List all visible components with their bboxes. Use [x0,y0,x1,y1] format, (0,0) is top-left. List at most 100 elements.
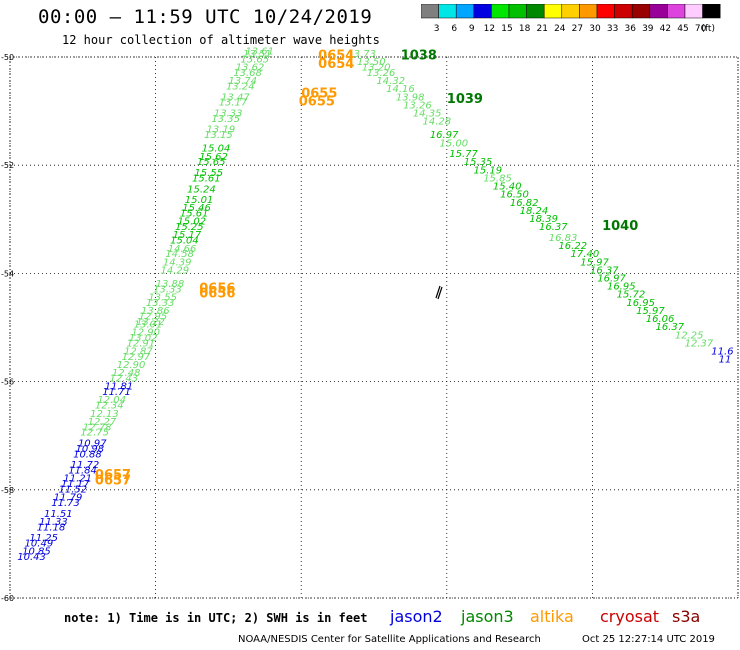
colorbar-tick-label: 15 [501,24,512,34]
lon-tick-label: 150 [2,604,17,605]
wave-height-label: 16.83 [549,233,578,244]
page-subtitle: 12 hour collection of altimeter wave hei… [62,33,380,47]
wave-height-label: 14.32 [376,76,405,87]
wave-height-label: 13.51 [243,49,272,60]
wave-height-label: 11.79 [54,493,83,504]
wave-height-label: 13.33 [146,298,175,309]
wave-height-label: 18.39 [529,214,558,225]
wave-height-label: 16.06 [646,314,675,325]
wave-height-label: 18.24 [520,206,549,217]
pass-time-label: 0656 [199,281,235,296]
wave-height-label: 13.33 [214,109,243,120]
wave-height-label: 13.65 [241,54,270,65]
wave-height-label: 12.04 [97,395,126,406]
wave-height-label: 12.27 [88,417,117,428]
lat-tick-label: -60 [1,594,14,603]
wave-height-label: 13.55 [148,292,177,303]
lon-tick-label: 159 [439,604,454,605]
pass-time-label: 0654 [318,49,354,64]
wave-height-label: 15.97 [636,306,665,317]
wave-height-label: 11.52 [59,485,88,496]
wave-height-label: 12.90 [131,328,160,339]
lon-tick-label: 162 [585,604,600,605]
wave-height-label: 10.88 [73,449,102,460]
wave-height-label: 13.26 [403,100,432,111]
wave-height-label: 15.40 [493,182,522,193]
wave-height-label: 15.72 [617,290,646,301]
wave-height-label: 11 [719,355,732,366]
legend-jason2: jason2 [390,607,443,626]
wave-height-label: 14.29 [160,265,189,276]
lat-tick-label: -56 [1,378,14,387]
colorbar-unit-label: (ft) [701,24,715,34]
wave-height-label: 15.24 [187,184,216,195]
wave-height-label: 14.66 [168,244,197,255]
lon-tick-label: 156 [294,604,309,605]
colorbar-tick-label: 9 [469,24,475,34]
wave-height-label: 13.73 [347,49,376,60]
wave-height-label: 13.24 [226,81,255,92]
wave-height-label: 13.74 [228,76,257,87]
wave-height-label: 12.37 [685,338,714,349]
wave-height-label: 13.20 [362,63,391,74]
wave-height-label: 13.50 [357,57,386,68]
wave-height-label: 12.25 [675,330,704,341]
legend-altika: altika [530,607,574,626]
wave-height-label: 15.00 [440,138,469,149]
wave-height-label: 15.02 [177,217,206,228]
map-frame [9,56,739,599]
wave-height-label: 12.91 [126,338,155,349]
colorbar-tick-label: 33 [607,24,618,34]
wave-height-label: 15.65 [197,157,226,168]
wave-height-label: 16.50 [500,190,529,201]
colorbar-tick-label: 42 [660,24,671,34]
wave-height-label: 12.78 [83,422,112,433]
lon-tick-label: 165 [730,604,740,605]
wave-height-label: 16.37 [539,222,568,233]
wave-height-label: 11.51 [44,509,73,520]
wave-height-label: 13.01 [134,320,163,331]
wave-height-label: 12.43 [109,374,138,385]
pass-time-label: 0655 [299,95,335,110]
pass-time-label: 0657 [95,468,131,483]
colorbar-tick-label: 21 [536,24,547,34]
wave-height-label: 13.17 [219,98,248,109]
wave-height-label: 15.97 [580,257,609,268]
wave-height-label: 13.61 [245,46,274,57]
wave-height-label: 11.72 [71,460,100,471]
wave-height-label: 14.16 [386,84,415,95]
colorbar-tick-label: 12 [484,24,495,34]
wave-height-colorbar: 3 6 9 12 15 18 21 24 27 30 33 36 39 42 45 70(ft) [421,4,721,34]
wave-height-label: 16.82 [510,198,539,209]
wave-height-label: 10.98 [76,444,105,455]
wave-height-label: 16.37 [655,322,684,333]
wave-height-label: 13.68 [233,68,262,79]
wave-height-label: 11.81 [105,382,134,393]
legend-s3a: s3a [672,607,701,626]
wave-height-label: 14.28 [423,117,452,128]
colorbar-tick-label: 27 [572,24,583,34]
wave-height-label: 12.34 [95,401,124,412]
wave-height-label: 15.62 [199,152,228,163]
wave-height-label: 15.17 [173,230,202,241]
colorbar-tick-label: 36 [624,24,636,34]
lat-tick-label: -58 [1,486,14,495]
wave-height-label: 11.84 [68,466,97,477]
wave-height-label: 13.88 [156,279,185,290]
wave-height-label: 15.04 [170,236,199,247]
wave-height-label: 15.61 [192,173,221,184]
wave-height-label: 15.01 [185,195,214,206]
wave-height-label: 16.97 [430,130,459,141]
colorbar-tick-label: 70 [695,24,707,34]
wave-height-label: 14.35 [413,109,442,120]
lat-tick-label: -52 [1,161,14,170]
island-outline [435,285,443,300]
wave-height-label: 11.71 [102,387,131,398]
wave-height-label: 13.62 [236,63,265,74]
wave-height-label: 10.97 [78,439,107,450]
wave-height-label: 14.58 [165,249,194,260]
map-plot: 150 153 156 159 162 165 -50 -52 -54 -56 -58 -60 10.4… [1,46,740,605]
colorbar-tick-label: 30 [589,24,601,34]
wave-height-label: 12.48 [112,368,141,379]
